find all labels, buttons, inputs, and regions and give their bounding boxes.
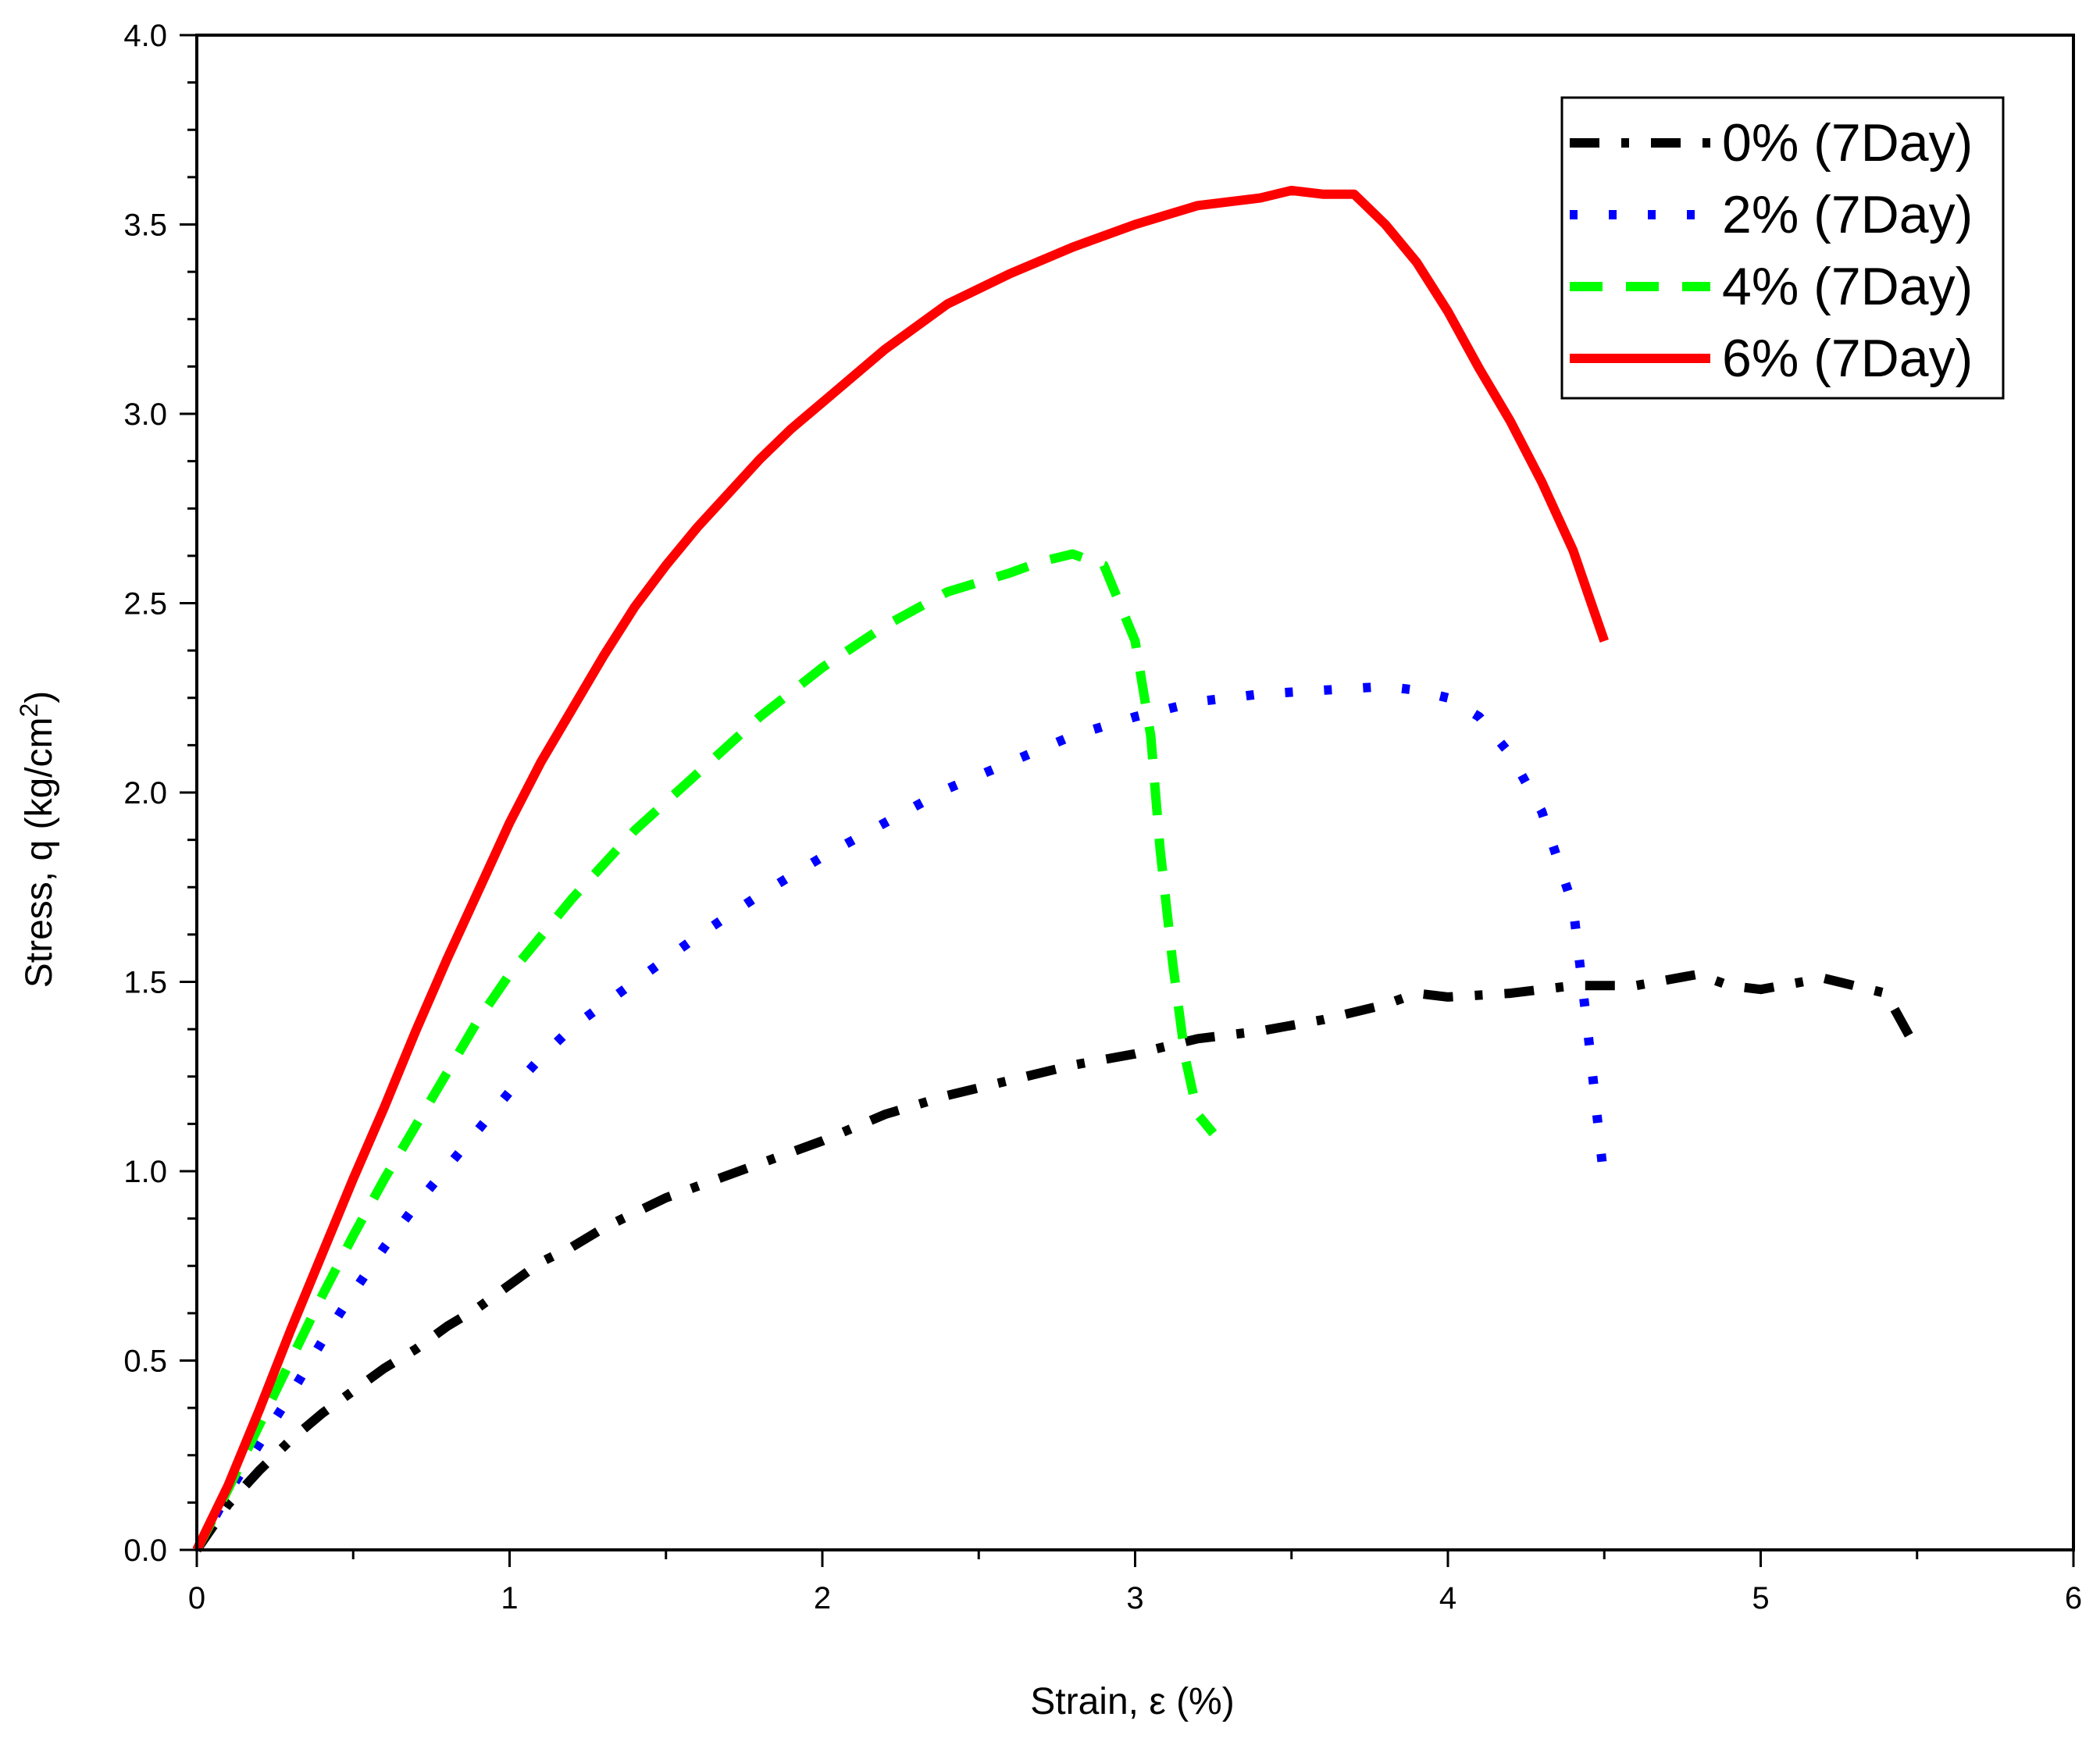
series-line-3 xyxy=(192,185,1609,1552)
legend-label-0: 0% (7Day) xyxy=(1722,113,1973,173)
y-tick-label: 2.0 xyxy=(123,776,167,810)
y-axis-title: Stress, q (kg/cm2) xyxy=(15,691,60,988)
legend-entry: 2% (7Day) xyxy=(1570,185,1973,244)
legend-entry: 4% (7Day) xyxy=(1570,257,1973,316)
x-tick-label: 3 xyxy=(1126,1581,1143,1615)
x-axis-ticks: 0 1 2 3 4 5 6 xyxy=(188,1550,2082,1615)
y-tick-label: 4.0 xyxy=(123,19,167,53)
y-tick-label: 3.5 xyxy=(123,208,167,243)
plot-series xyxy=(192,185,1922,1553)
series-line-0 xyxy=(193,969,1922,1553)
x-tick-label: 6 xyxy=(2065,1581,2082,1615)
plot-frame xyxy=(195,34,2075,1551)
y-tick-label: 0.0 xyxy=(123,1533,167,1568)
x-tick-label: 5 xyxy=(1752,1581,1769,1615)
y-axis-title-superscript: 2 xyxy=(15,704,43,718)
y-tick-label: 1.5 xyxy=(123,966,167,1000)
y-axis-title-main: Stress, q (kg/cm xyxy=(19,718,60,988)
y-tick-label: 2.5 xyxy=(123,587,167,622)
legend-entry: 6% (7Day) xyxy=(1570,329,1973,388)
legend-entry: 0% (7Day) xyxy=(1570,113,1973,173)
legend-box xyxy=(1560,96,2005,400)
x-tick-label: 1 xyxy=(501,1581,518,1615)
y-tick-label: 0.5 xyxy=(123,1345,167,1379)
legend-label-2: 4% (7Day) xyxy=(1722,257,1973,316)
y-axis-title-close: ) xyxy=(19,691,60,704)
legend-label-3: 6% (7Day) xyxy=(1722,329,1973,388)
legend-label-1: 2% (7Day) xyxy=(1722,185,1973,244)
legend: 0% (7Day) 2% (7Day) 4% (7Day) 6% (7Day) xyxy=(1560,96,2005,400)
y-axis-ticks: 0.0 0.5 1.0 1.5 2.0 2.5 3.0 3.5 4.0 xyxy=(123,19,197,1568)
x-tick-label: 2 xyxy=(814,1581,831,1615)
x-axis-title: Strain, ε (%) xyxy=(1030,1681,1234,1722)
y-tick-label: 1.0 xyxy=(123,1155,167,1189)
y-tick-label: 3.0 xyxy=(123,397,167,432)
x-tick-label: 4 xyxy=(1439,1581,1456,1615)
series-line-2 xyxy=(192,549,1218,1552)
x-tick-label: 0 xyxy=(188,1581,205,1615)
